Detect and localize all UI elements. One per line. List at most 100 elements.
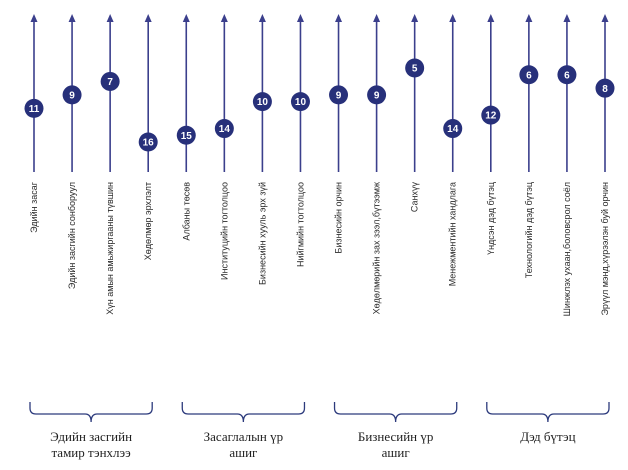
rank-value: 11 — [29, 104, 40, 115]
arrow-up-icon — [30, 14, 38, 22]
category-label: Шинжлэх ухаан,боловсрол соёл — [562, 182, 572, 316]
rank-marker — [290, 92, 310, 112]
rank-badge: 8 — [595, 78, 615, 98]
rank-value: 14 — [447, 124, 459, 135]
rank-marker — [443, 119, 463, 139]
rank-badge: 9 — [329, 85, 349, 105]
rank-badge: 14 — [443, 119, 463, 139]
arrow-up-icon — [449, 14, 457, 22]
category-label: Менежментийн хандлага — [448, 182, 458, 286]
rank-badge: 16 — [138, 132, 158, 152]
group-label: Бизнесийн үр — [358, 429, 434, 444]
category-label: Үндсэн дэд бүтэц — [486, 182, 496, 255]
rank-badge: 10 — [252, 92, 272, 112]
rank-badge: 10 — [290, 92, 310, 112]
arrow-up-icon — [296, 14, 304, 22]
rank-marker — [214, 119, 234, 139]
rank-marker — [367, 85, 387, 105]
category-label: Бизнесийн хууль эрх зүй — [257, 182, 267, 285]
arrow-up-icon — [335, 14, 343, 22]
rank-value: 9 — [336, 91, 342, 102]
rank-marker — [138, 132, 158, 152]
rank-value: 10 — [257, 97, 269, 108]
rank-badge: 6 — [557, 65, 577, 85]
group-label: Эдийн засгийн — [50, 429, 132, 444]
bracket-line — [181, 402, 306, 423]
group-label: Засаглалын үр — [204, 429, 283, 444]
category-label: Хөдөлмөр эрхлэлт — [143, 182, 153, 260]
rank-marker — [557, 65, 577, 85]
category-label: Хүн амын амьжиргааны түвшин — [105, 182, 115, 315]
arrow-up-icon — [68, 14, 76, 22]
arrow-up-icon — [182, 14, 190, 22]
arrow-up-icon — [411, 14, 419, 22]
bracket-line — [29, 402, 153, 423]
rank-value: 5 — [412, 64, 418, 75]
rank-value: 8 — [602, 84, 608, 95]
rank-marker — [62, 85, 82, 105]
rank-marker — [405, 58, 425, 78]
rank-badge: 14 — [214, 119, 234, 139]
category-label: Эдийн засаг — [29, 181, 39, 233]
group-label: ашиг — [382, 445, 410, 460]
group-label: Дэд бүтэц — [520, 429, 575, 444]
bracket-line — [333, 402, 458, 423]
rank-badge: 6 — [519, 65, 539, 85]
rank-marker — [252, 92, 272, 112]
category-label: Технологийн дэд бүтэц — [524, 182, 534, 278]
rank-marker — [481, 105, 501, 125]
category-label: Эрүүл мэнд,хүрээлэн буй орчин — [600, 182, 610, 316]
rank-value: 14 — [219, 124, 231, 135]
rank-badges: 11 9 7 16 15 14 10 10 9 9 5 14 12 6 6 8 — [24, 58, 615, 152]
rank-badge: 7 — [100, 71, 120, 91]
arrow-up-icon — [258, 14, 266, 22]
arrow-up-icon — [601, 14, 609, 22]
rank-badge: 9 — [367, 85, 387, 105]
rank-badge: 5 — [405, 58, 425, 78]
group-label: ашиг — [229, 445, 257, 460]
rank-value: 12 — [485, 111, 497, 122]
arrow-up-icon — [563, 14, 571, 22]
category-label: Хөдөлмөрийн зах зээл,бүтээмж — [372, 182, 382, 314]
rank-marker — [595, 78, 615, 98]
rank-marker — [24, 98, 44, 118]
bracket-line — [486, 402, 610, 423]
rank-marker — [519, 65, 539, 85]
rank-badge: 11 — [24, 98, 44, 118]
category-labels: Эдийн засаг Эдийн засгийн сонборуул Хүн ам… — [29, 181, 610, 316]
rank-marker — [329, 85, 349, 105]
rank-value: 9 — [374, 91, 380, 102]
rank-value: 9 — [69, 91, 75, 102]
arrow-up-icon — [144, 14, 152, 22]
arrow-up-icon — [525, 14, 533, 22]
rank-value: 7 — [107, 77, 113, 88]
category-label: Институцийн тогтолцоо — [219, 182, 229, 280]
category-label: Эдийн засгийн сонборуул — [67, 182, 77, 289]
arrow-up-icon — [373, 14, 381, 22]
rank-badge: 12 — [481, 105, 501, 125]
rank-value: 6 — [564, 70, 570, 81]
rank-value: 6 — [526, 70, 532, 81]
arrow-up-icon — [487, 14, 495, 22]
rank-marker — [100, 71, 120, 91]
rank-marker — [176, 125, 196, 145]
group-label: тамир тэнхлээ — [51, 445, 131, 460]
arrow-up-icon — [220, 14, 228, 22]
rank-value: 16 — [143, 138, 155, 149]
category-label: Албаны төсөв — [181, 182, 191, 241]
indicator-lines — [30, 14, 609, 172]
category-label: Нийгмийн тогтолцоо — [295, 182, 305, 267]
rank-badge: 9 — [62, 85, 82, 105]
rank-value: 10 — [295, 97, 307, 108]
rank-value: 15 — [181, 131, 193, 142]
arrow-up-icon — [106, 14, 114, 22]
category-label: Санхүү — [410, 182, 420, 213]
category-label: Бизнесийн орчин — [334, 182, 344, 254]
rank-badge: 15 — [176, 125, 196, 145]
group-bracket: Дэд бүтэц — [486, 402, 610, 444]
